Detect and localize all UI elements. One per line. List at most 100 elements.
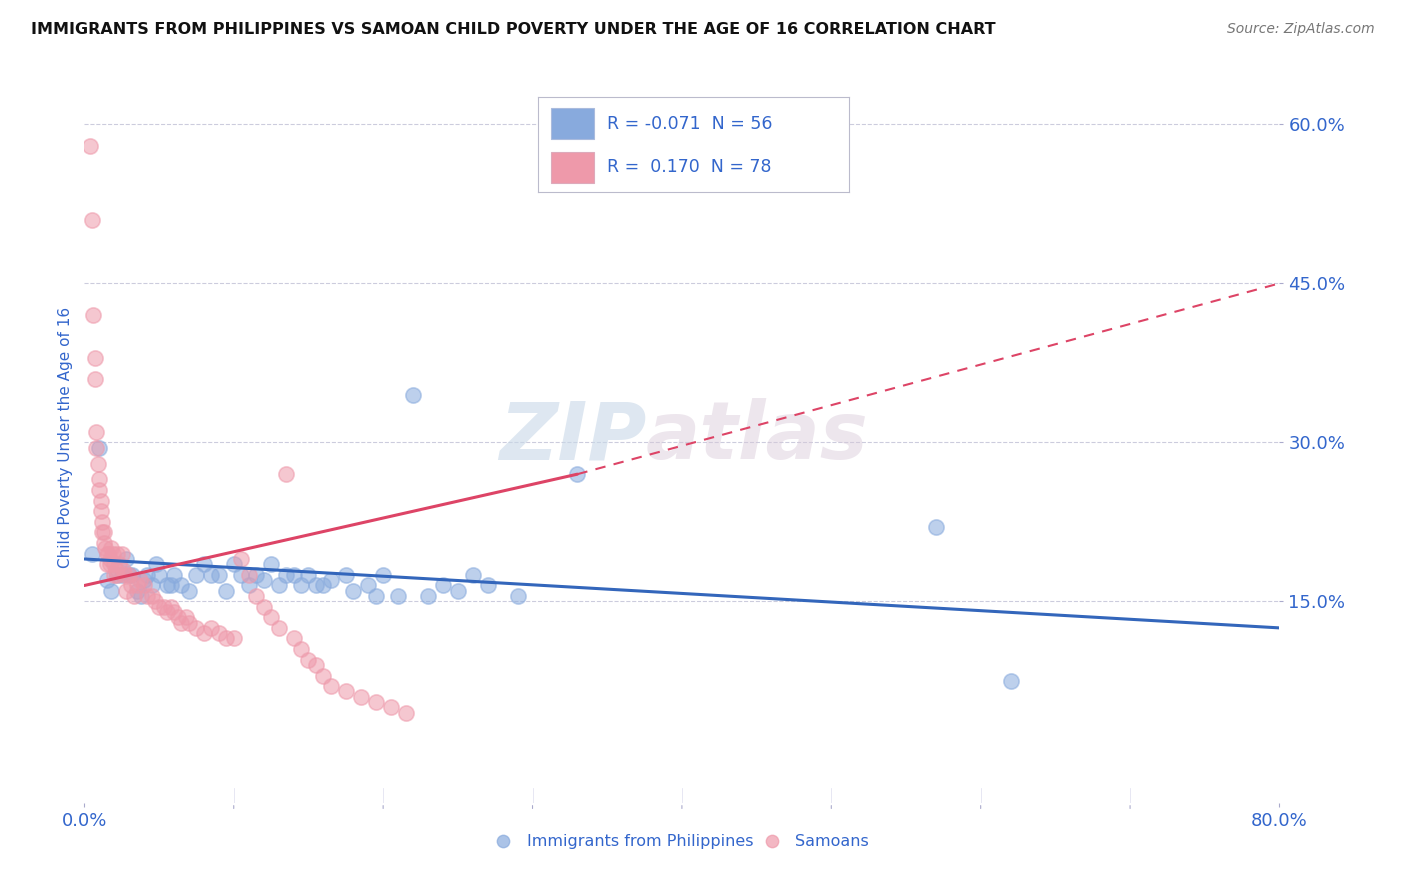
Point <box>208 567 231 582</box>
Point <box>267 578 290 592</box>
Point <box>167 610 190 624</box>
Point <box>111 547 134 561</box>
Y-axis label: Child Poverty Under the Age of 16: Child Poverty Under the Age of 16 <box>58 307 73 567</box>
Point <box>115 552 138 566</box>
Point <box>305 658 328 673</box>
Point <box>193 558 215 572</box>
Point <box>260 610 283 624</box>
Point <box>357 578 380 592</box>
Point <box>89 483 111 497</box>
Point <box>86 441 108 455</box>
Point <box>91 515 114 529</box>
Point <box>342 583 364 598</box>
Point <box>215 632 238 646</box>
Text: ZIP: ZIP <box>499 398 647 476</box>
Point <box>120 578 142 592</box>
Point <box>98 558 121 572</box>
Point <box>160 599 183 614</box>
Point <box>118 567 141 582</box>
Point <box>200 621 222 635</box>
Point <box>132 573 156 587</box>
Point <box>125 583 148 598</box>
Point <box>245 567 267 582</box>
Point <box>387 589 409 603</box>
Point <box>925 520 948 534</box>
Point <box>416 589 439 603</box>
Point <box>253 573 276 587</box>
Point <box>122 589 145 603</box>
Point <box>380 700 402 714</box>
Point <box>335 567 357 582</box>
Point <box>177 615 200 630</box>
Point <box>104 563 127 577</box>
Text: IMMIGRANTS FROM PHILIPPINES VS SAMOAN CHILD POVERTY UNDER THE AGE OF 16 CORRELAT: IMMIGRANTS FROM PHILIPPINES VS SAMOAN CH… <box>31 22 995 37</box>
Point <box>114 567 136 582</box>
Point <box>297 567 319 582</box>
Point <box>506 589 529 603</box>
Point <box>103 567 125 582</box>
Text: atlas: atlas <box>647 398 869 476</box>
Point <box>94 541 117 556</box>
Point <box>148 567 170 582</box>
Point <box>238 567 260 582</box>
Point <box>148 599 170 614</box>
Point <box>174 610 197 624</box>
Point <box>103 558 125 572</box>
Point <box>163 605 186 619</box>
Point <box>80 212 103 227</box>
Point <box>238 578 260 592</box>
Point <box>132 578 156 592</box>
Point <box>86 425 108 439</box>
Point <box>121 567 143 582</box>
Point <box>364 589 387 603</box>
Point <box>105 567 128 582</box>
Point <box>567 467 589 482</box>
Point <box>111 567 134 582</box>
Point <box>93 536 115 550</box>
Point <box>83 351 105 365</box>
Point <box>432 578 454 592</box>
Point <box>90 493 112 508</box>
Point <box>96 573 118 587</box>
Point <box>312 668 335 682</box>
Point <box>105 567 128 582</box>
Point <box>143 594 166 608</box>
Point <box>335 684 357 698</box>
Point <box>402 387 425 401</box>
Point <box>297 653 319 667</box>
Point <box>200 567 222 582</box>
Point <box>89 441 111 455</box>
Point <box>155 605 177 619</box>
Point <box>163 567 186 582</box>
Point <box>128 573 150 587</box>
Point <box>260 558 283 572</box>
Point <box>152 599 174 614</box>
Point <box>101 547 124 561</box>
Point <box>89 473 111 487</box>
Point <box>477 578 499 592</box>
Point <box>319 573 342 587</box>
Point <box>93 525 115 540</box>
Point <box>96 547 118 561</box>
Point <box>136 567 159 582</box>
Point <box>80 547 103 561</box>
Point <box>105 547 128 561</box>
Point <box>141 578 163 592</box>
Point <box>283 567 305 582</box>
Point <box>87 457 110 471</box>
Point <box>1000 673 1022 688</box>
Point <box>100 541 122 556</box>
Point <box>141 589 163 603</box>
Point <box>145 558 167 572</box>
Point <box>245 589 267 603</box>
Point <box>231 567 253 582</box>
Point <box>305 578 328 592</box>
Point <box>274 567 297 582</box>
Point <box>215 583 238 598</box>
Point <box>90 504 112 518</box>
Point <box>364 695 387 709</box>
Point <box>83 372 105 386</box>
Point <box>186 621 208 635</box>
Point <box>186 567 208 582</box>
Point <box>125 578 148 592</box>
